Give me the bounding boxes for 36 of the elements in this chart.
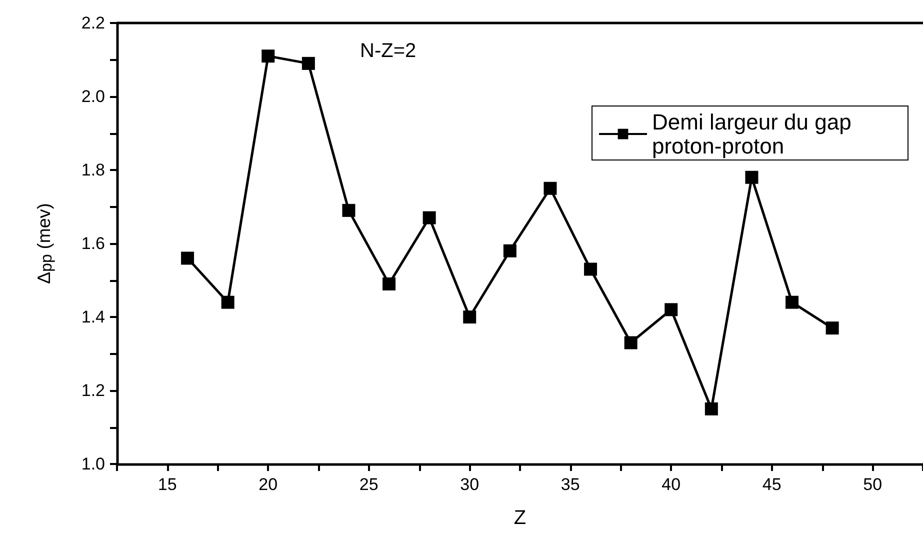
x-tick-label: 45 bbox=[762, 475, 782, 494]
point bbox=[745, 170, 758, 184]
point bbox=[624, 336, 638, 350]
y-tick-label: 1.2 bbox=[81, 381, 105, 400]
point bbox=[786, 296, 799, 309]
point bbox=[302, 56, 315, 70]
point bbox=[221, 296, 234, 309]
x-tick-label: 20 bbox=[258, 475, 278, 494]
y-tick-label: 2.2 bbox=[81, 14, 105, 32]
x-tick-label: 40 bbox=[662, 475, 681, 494]
annotation: N-Z=2 bbox=[360, 40, 416, 62]
point bbox=[704, 402, 718, 416]
x-tick-label: 25 bbox=[359, 475, 378, 494]
point bbox=[584, 262, 598, 276]
point bbox=[422, 211, 436, 224]
x-tick-label: 15 bbox=[158, 475, 177, 494]
x-tick-label: 30 bbox=[460, 475, 480, 494]
point bbox=[382, 277, 396, 290]
point bbox=[664, 303, 678, 316]
point bbox=[544, 182, 557, 195]
legend-label: Demi largeur du gap proton-proton bbox=[652, 110, 858, 158]
y-tick-label: 1.4 bbox=[81, 308, 105, 326]
point bbox=[342, 204, 356, 217]
point bbox=[826, 322, 839, 335]
x-tick-label: 35 bbox=[560, 475, 580, 494]
point bbox=[181, 252, 194, 265]
x-axis-title: Z bbox=[514, 507, 526, 529]
y-tick-label: 2.0 bbox=[81, 87, 105, 106]
y-tick-label: 1.8 bbox=[81, 160, 105, 180]
y-tick-label: 1.6 bbox=[81, 234, 105, 253]
x-tick-label: 50 bbox=[863, 475, 882, 494]
point bbox=[503, 244, 516, 258]
point bbox=[463, 310, 476, 324]
y-tick-label: 1.0 bbox=[81, 454, 105, 474]
y-axis-title: Δpp (mev) bbox=[34, 203, 56, 284]
point bbox=[262, 50, 275, 63]
